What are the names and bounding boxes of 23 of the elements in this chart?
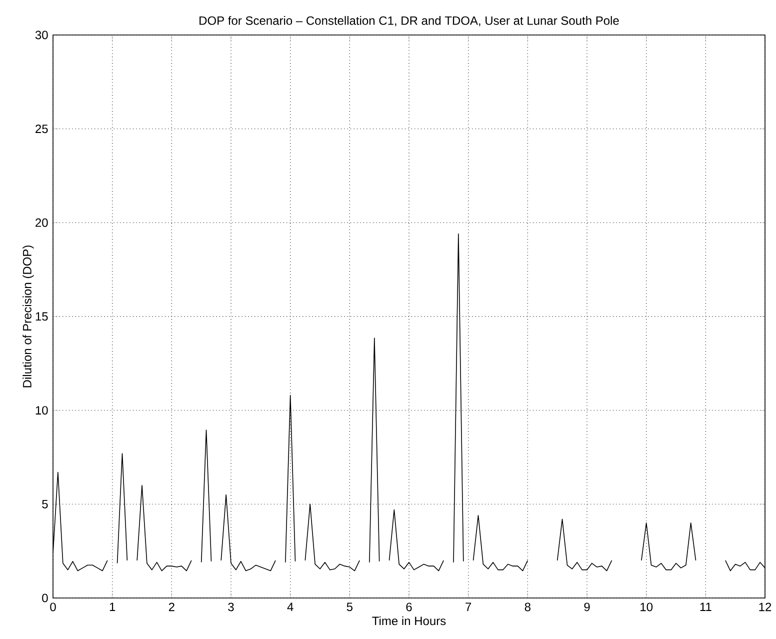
y-tick-label: 5 bbox=[42, 500, 48, 508]
x-tick-label: 6 bbox=[406, 602, 412, 612]
x-tick-label: 4 bbox=[287, 602, 294, 611]
y-tick-label: 30 bbox=[35, 30, 48, 40]
x-tick-label: 3 bbox=[228, 602, 234, 612]
x-tick-label: 0 bbox=[50, 602, 56, 612]
y-tick-label: 0 bbox=[42, 594, 48, 602]
x-tick-label: 1 bbox=[110, 602, 116, 611]
x-tick-label: 5 bbox=[346, 602, 352, 612]
x-tick-label: 11 bbox=[700, 602, 712, 611]
y-axis-title: Dilution of Precision (DOP) bbox=[22, 246, 34, 388]
y-tick-label: 25 bbox=[36, 124, 48, 134]
y-tick-label: 15 bbox=[36, 312, 48, 321]
x-tick-label: 12 bbox=[759, 602, 772, 612]
x-axis-title: Time in Hours bbox=[372, 616, 446, 626]
x-tick-label: 2 bbox=[168, 602, 174, 612]
x-tick-label: 9 bbox=[584, 602, 590, 612]
y-tick-label: 20 bbox=[36, 218, 48, 227]
chart-title: DOP for Scenario – Constellation C1, DR and TDOA, User at Lunar South Pole bbox=[200, 16, 619, 26]
x-tick-label: 7 bbox=[466, 602, 472, 611]
x-tick-label: 10 bbox=[640, 602, 653, 612]
y-tick-label: 10 bbox=[36, 406, 48, 415]
x-tick-label: 8 bbox=[524, 602, 530, 612]
